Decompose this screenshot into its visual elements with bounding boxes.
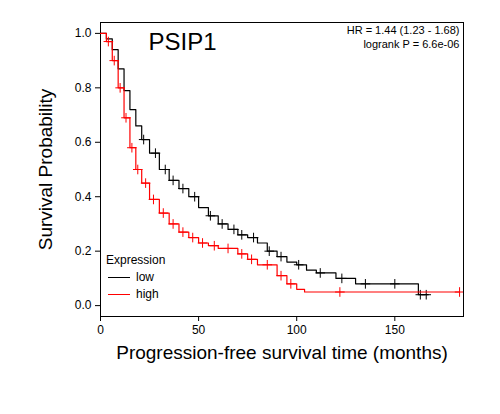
svg-text:logrank P = 6.6e-06: logrank P = 6.6e-06: [363, 38, 459, 50]
html-text:Expression: Expression: [106, 253, 166, 267]
html-text:high: high: [136, 287, 159, 301]
svg-text:0.6: 0.6: [75, 135, 92, 149]
svg-text:150: 150: [385, 323, 405, 337]
svg-text:Progression-free survival time: Progression-free survival time (months): [116, 342, 448, 363]
svg-text:0.0: 0.0: [75, 298, 92, 312]
svg-text:100: 100: [287, 323, 307, 337]
svg-text:0: 0: [97, 323, 104, 337]
svg-text:PSIP1: PSIP1: [149, 28, 217, 55]
html-text:low: low: [136, 270, 154, 284]
svg-text:50: 50: [192, 323, 206, 337]
svg-text:HR = 1.44 (1.23 - 1.68): HR = 1.44 (1.23 - 1.68): [347, 24, 460, 36]
svg-text:1.0: 1.0: [75, 26, 92, 40]
svg-text:Survival Probability: Survival Probability: [35, 88, 56, 250]
svg-text:0.4: 0.4: [75, 190, 92, 204]
svg-text:0.8: 0.8: [75, 81, 92, 95]
svg-text:0.2: 0.2: [75, 244, 92, 258]
